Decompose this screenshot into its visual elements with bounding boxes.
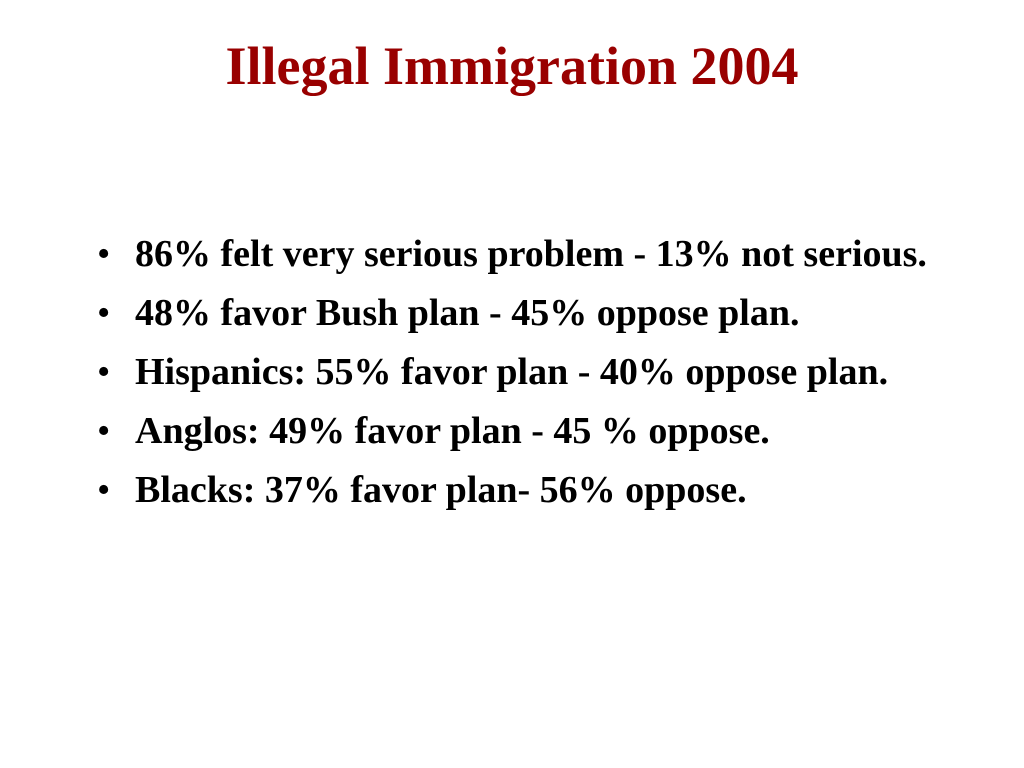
bullet-icon: • xyxy=(97,469,111,511)
list-item: • Blacks: 37% favor plan- 56% oppose. xyxy=(95,466,955,515)
bullet-icon: • xyxy=(97,351,111,393)
list-item: • 86% felt very serious problem - 13% no… xyxy=(95,230,955,279)
list-item: • 48% favor Bush plan - 45% oppose plan. xyxy=(95,289,955,338)
bullet-icon: • xyxy=(97,410,111,452)
bullet-text: Anglos: 49% favor plan - 45 % oppose. xyxy=(135,410,770,452)
list-item: • Hispanics: 55% favor plan - 40% oppose… xyxy=(95,348,955,397)
slide-title: Illegal Immigration 2004 xyxy=(225,36,799,96)
bullet-text: 48% favor Bush plan - 45% oppose plan. xyxy=(135,292,800,334)
bullet-icon: • xyxy=(97,233,111,275)
bullet-text: Blacks: 37% favor plan- 56% oppose. xyxy=(135,469,747,511)
bullet-text: 86% felt very serious problem - 13% not … xyxy=(135,233,927,275)
list-item: • Anglos: 49% favor plan - 45 % oppose. xyxy=(95,407,955,456)
bullet-text: Hispanics: 55% favor plan - 40% oppose p… xyxy=(135,351,889,393)
bullet-list: • 86% felt very serious problem - 13% no… xyxy=(95,230,955,525)
bullet-icon: • xyxy=(97,292,111,334)
